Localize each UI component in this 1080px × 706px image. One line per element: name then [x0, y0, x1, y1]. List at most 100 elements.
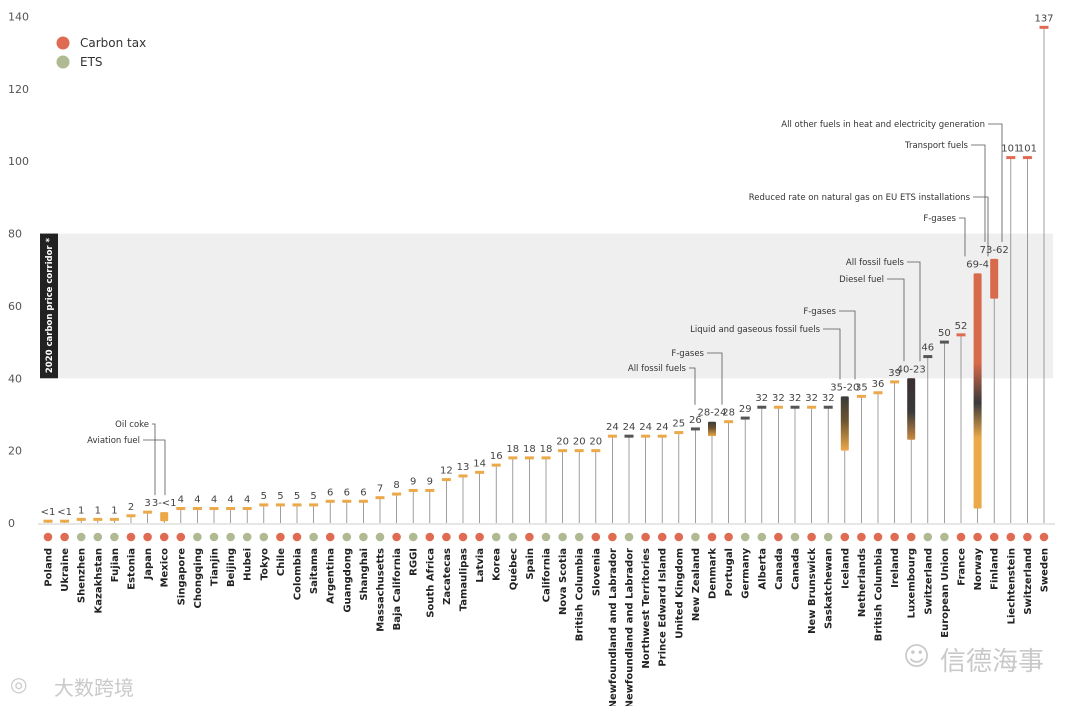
- item-value-label: 35-20: [830, 382, 859, 393]
- item-value-cap: [275, 503, 285, 507]
- item-value-label: 20: [573, 437, 586, 448]
- category-label: Ukraine: [60, 548, 71, 592]
- category-label: Nova Scotia: [558, 548, 569, 615]
- category-label: Slovenia: [591, 548, 602, 596]
- item-type-dot: [193, 532, 202, 542]
- item-type-dot: [475, 532, 484, 542]
- category-label: Poland: [44, 548, 55, 587]
- item-value-label: 40-23: [897, 364, 926, 375]
- category-label: Japan: [143, 548, 154, 581]
- item-value-label: 32: [772, 393, 785, 404]
- item-type-dot: [740, 532, 750, 542]
- item-value-label: 52: [955, 321, 968, 332]
- category-label: Tamaulipas: [459, 548, 470, 611]
- item-range-bar: [973, 273, 982, 509]
- item-value-label: 18: [540, 444, 553, 455]
- item-value-cap: [657, 434, 667, 438]
- category-label: Chongqing: [193, 548, 204, 608]
- item-type-dot: [458, 532, 468, 542]
- item-type-dot: [143, 532, 152, 542]
- item-value-cap: [126, 514, 136, 518]
- legend-label: Carbon tax: [80, 36, 146, 50]
- item-type-dot: [342, 532, 352, 542]
- item-value-cap: [176, 507, 186, 511]
- item-value-label: 24: [623, 422, 636, 433]
- category-label: New Zealand: [691, 548, 702, 621]
- item-value-cap: [491, 463, 501, 467]
- item-value-label: 101: [1018, 144, 1037, 155]
- item-type-dot: [608, 532, 617, 542]
- item-value-label: 24: [606, 422, 619, 433]
- item-value-label: 29: [739, 404, 752, 415]
- y-tick-label: 0: [8, 517, 15, 530]
- category-label: Colombia: [293, 548, 304, 600]
- item-value-cap: [458, 474, 468, 478]
- category-label: Zacatecas: [442, 548, 453, 605]
- category-label: British Columbia: [874, 548, 885, 641]
- annotation-leader: [973, 196, 989, 257]
- item-value-cap: [1022, 156, 1032, 160]
- item-value-cap: [408, 488, 418, 492]
- item-type-dot: [126, 532, 136, 542]
- item-value-cap: [890, 380, 900, 384]
- item-value-cap: [43, 519, 53, 523]
- item-value-cap: [325, 499, 335, 503]
- item-type-dot: [375, 532, 385, 542]
- item-type-dot: [707, 532, 717, 542]
- item-type-dot: [807, 532, 816, 542]
- category-label: Ireland: [890, 548, 901, 588]
- item-value-cap: [773, 405, 783, 409]
- item-value-label: 20: [589, 437, 602, 448]
- item-value-cap: [724, 420, 734, 424]
- y-tick-label: 80: [8, 228, 22, 241]
- item-value-cap: [93, 517, 103, 521]
- item-value-label: 9: [427, 476, 433, 487]
- category-label: Shanghai: [359, 548, 370, 601]
- item-value-label: 35: [855, 382, 868, 393]
- annotation-label: Oil coke: [115, 420, 149, 430]
- item-value-label: 46: [921, 343, 934, 354]
- weibo-icon: ◎: [10, 672, 28, 696]
- item-value-label: 4: [194, 495, 200, 506]
- category-label: Saskatchewan: [824, 548, 835, 629]
- category-label: Finland: [990, 548, 1001, 590]
- category-label: RGGI: [409, 548, 420, 576]
- item-value-cap: [939, 340, 949, 344]
- item-value-cap: [342, 499, 352, 503]
- item-value-label: 18: [506, 444, 519, 455]
- item-value-label: 6: [360, 487, 366, 498]
- item-value-label: 36: [872, 379, 885, 390]
- item-value-cap: [674, 431, 684, 435]
- item-range-bar: [907, 378, 916, 440]
- item-type-dot: [425, 532, 435, 542]
- category-label: Fujian: [110, 548, 121, 582]
- item-value-cap: [807, 405, 817, 409]
- annotation-label: Liquid and gaseous fossil fuels: [690, 325, 820, 335]
- corridor-band: [58, 233, 1053, 379]
- category-label: Guangdong: [342, 548, 353, 613]
- item-value-label: 3: [144, 498, 150, 509]
- item-range-bar: [708, 421, 716, 437]
- item-type-dot: [292, 532, 302, 542]
- item-type-dot: [408, 532, 418, 542]
- item-type-dot: [989, 532, 999, 542]
- item-type-dot: [491, 532, 501, 542]
- annotation-leader: [971, 144, 986, 242]
- item-type-dot: [110, 532, 119, 542]
- annotation-leader: [887, 278, 905, 362]
- item-value-cap: [591, 449, 601, 453]
- item-value-label: 4: [227, 495, 233, 506]
- item-value-cap: [1006, 156, 1016, 160]
- annotation-label: All fossil fuels: [846, 258, 905, 268]
- wechat-icon: ☺: [903, 642, 931, 672]
- y-tick-label: 60: [8, 300, 22, 313]
- item-value-cap: [192, 507, 202, 511]
- item-type-dot: [840, 532, 850, 542]
- annotation-leader: [988, 123, 1003, 242]
- item-value-cap: [607, 434, 617, 438]
- item-type-dot: [956, 532, 966, 542]
- item-value-cap: [358, 499, 368, 503]
- item-value-cap: [259, 503, 269, 507]
- item-type-dot: [276, 532, 285, 542]
- item-type-dot: [242, 532, 252, 542]
